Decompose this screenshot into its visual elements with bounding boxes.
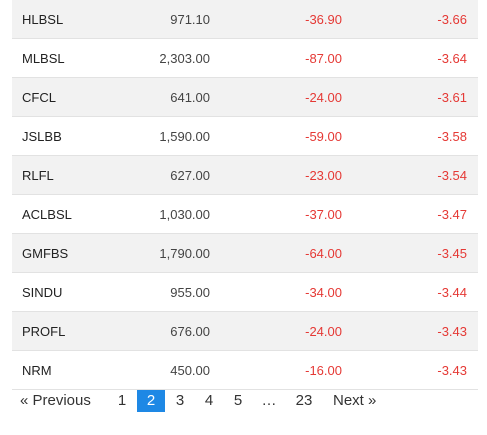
stock-table: HLBSL 971.10 -36.90 -3.66 MLBSL 2,303.00… <box>12 0 478 390</box>
table-row[interactable]: PROFL 676.00 -24.00 -3.43 <box>12 312 478 351</box>
page-link-1[interactable]: 1 <box>117 392 127 409</box>
percent-change-cell: -3.43 <box>437 363 467 378</box>
symbol-cell: MLBSL <box>22 51 65 66</box>
ltp-cell: 2,303.00 <box>159 51 210 66</box>
change-cell: -16.00 <box>305 363 342 378</box>
page-link-5[interactable]: 5 <box>233 392 243 409</box>
change-cell: -37.00 <box>305 207 342 222</box>
change-cell: -24.00 <box>305 324 342 339</box>
ltp-cell: 627.00 <box>170 168 210 183</box>
page-link-3[interactable]: 3 <box>175 392 185 409</box>
percent-change-cell: -3.44 <box>437 285 467 300</box>
percent-change-cell: -3.47 <box>437 207 467 222</box>
change-cell: -24.00 <box>305 90 342 105</box>
symbol-cell: CFCL <box>22 90 56 105</box>
table-row[interactable]: RLFL 627.00 -23.00 -3.54 <box>12 156 478 195</box>
table-row[interactable]: HLBSL 971.10 -36.90 -3.66 <box>12 0 478 39</box>
ltp-cell: 1,590.00 <box>159 129 210 144</box>
page-link-4[interactable]: 4 <box>204 392 214 409</box>
symbol-cell: JSLBB <box>22 129 62 144</box>
page-link-2-current[interactable]: 2 <box>137 390 165 412</box>
percent-change-cell: -3.45 <box>437 246 467 261</box>
next-page-link[interactable]: Next » <box>333 392 377 409</box>
pagination: « Previous 1 2 3 4 5 … 23 Next » <box>12 390 478 414</box>
table-row[interactable]: MLBSL 2,303.00 -87.00 -3.64 <box>12 39 478 78</box>
table-row[interactable]: CFCL 641.00 -24.00 -3.61 <box>12 78 478 117</box>
table-row[interactable]: GMFBS 1,790.00 -64.00 -3.45 <box>12 234 478 273</box>
table-row[interactable]: JSLBB 1,590.00 -59.00 -3.58 <box>12 117 478 156</box>
percent-change-cell: -3.66 <box>437 12 467 27</box>
previous-page-link[interactable]: « Previous <box>20 392 91 409</box>
symbol-cell: PROFL <box>22 324 66 339</box>
symbol-cell: GMFBS <box>22 246 69 261</box>
change-cell: -34.00 <box>305 285 342 300</box>
percent-change-cell: -3.54 <box>437 168 467 183</box>
page-link-23[interactable]: 23 <box>295 392 313 409</box>
symbol-cell: HLBSL <box>22 12 64 27</box>
change-cell: -87.00 <box>305 51 342 66</box>
ltp-cell: 641.00 <box>170 90 210 105</box>
ltp-cell: 450.00 <box>170 363 210 378</box>
ltp-cell: 955.00 <box>170 285 210 300</box>
table-row[interactable]: SINDU 955.00 -34.00 -3.44 <box>12 273 478 312</box>
percent-change-cell: -3.58 <box>437 129 467 144</box>
symbol-cell: SINDU <box>22 285 63 300</box>
ltp-cell: 1,030.00 <box>159 207 210 222</box>
percent-change-cell: -3.61 <box>437 90 467 105</box>
change-cell: -59.00 <box>305 129 342 144</box>
percent-change-cell: -3.43 <box>437 324 467 339</box>
ltp-cell: 676.00 <box>170 324 210 339</box>
change-cell: -23.00 <box>305 168 342 183</box>
change-cell: -64.00 <box>305 246 342 261</box>
symbol-cell: NRM <box>22 363 52 378</box>
ltp-cell: 1,790.00 <box>159 246 210 261</box>
percent-change-cell: -3.64 <box>437 51 467 66</box>
symbol-cell: ACLBSL <box>22 207 72 222</box>
ltp-cell: 971.10 <box>170 12 210 27</box>
symbol-cell: RLFL <box>22 168 54 183</box>
table-row[interactable]: ACLBSL 1,030.00 -37.00 -3.47 <box>12 195 478 234</box>
table-row[interactable]: NRM 450.00 -16.00 -3.43 <box>12 351 478 390</box>
change-cell: -36.90 <box>305 12 342 27</box>
page-ellipsis: … <box>261 392 277 409</box>
